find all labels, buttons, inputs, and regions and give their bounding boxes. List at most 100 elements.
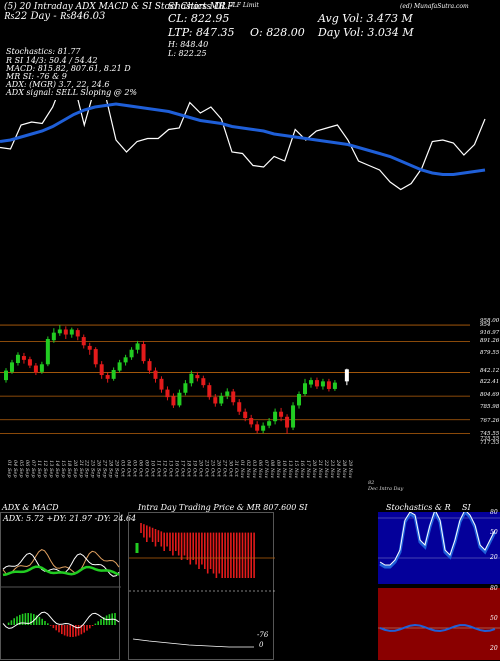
rsi-tick-80: 80 bbox=[490, 585, 498, 592]
candle-body bbox=[243, 411, 248, 419]
price-tick-label: 785.98 bbox=[480, 404, 500, 410]
stoch-panel: 80 50 20 80 50 20 bbox=[378, 509, 500, 660]
date-label: 11 Sep bbox=[36, 460, 42, 478]
candle-body bbox=[27, 359, 32, 366]
indicator-mrsi: MR SI: -76 & 9 bbox=[6, 72, 67, 81]
date-label: 20 Nov bbox=[311, 459, 317, 478]
date-label: 29 Nov bbox=[347, 459, 353, 478]
stoch-tick-80: 80 bbox=[490, 509, 498, 516]
intra-mr-line bbox=[132, 638, 254, 648]
price-tick-label: 879.55 bbox=[480, 350, 500, 356]
candle-body bbox=[279, 411, 284, 417]
date-label: 14 Sep bbox=[54, 460, 60, 478]
price-tick-label: 804.69 bbox=[480, 392, 500, 398]
date-label: 23 Oct bbox=[203, 459, 209, 478]
date-label: 31 Oct bbox=[233, 460, 239, 478]
date-label: 05 Oct bbox=[132, 460, 138, 478]
macd-bar bbox=[13, 618, 15, 625]
date-label: 02 Nov bbox=[245, 460, 251, 478]
date-label: 26 Sep bbox=[96, 459, 102, 478]
macd-bar bbox=[44, 620, 46, 625]
date-label: 01 Nov bbox=[239, 460, 245, 478]
macd-bar bbox=[72, 625, 74, 637]
candle-body bbox=[45, 338, 50, 365]
rsi-tick-50: 50 bbox=[490, 615, 498, 622]
candle-body bbox=[255, 424, 260, 431]
candle-body bbox=[171, 396, 176, 406]
candle-body bbox=[123, 357, 128, 363]
macd-bar bbox=[66, 625, 69, 637]
candle-body bbox=[213, 397, 218, 404]
date-label: 16 Oct bbox=[173, 460, 179, 478]
macd-bar bbox=[47, 623, 49, 625]
date-label: 22 Sep bbox=[84, 459, 90, 478]
date-label: 10 Nov bbox=[281, 460, 287, 478]
candle-body bbox=[15, 354, 20, 364]
date-label: 15 Nov bbox=[293, 460, 299, 478]
adx-macd-plot bbox=[1, 549, 121, 637]
candle-body bbox=[314, 380, 319, 387]
price-tick-label: 842.12 bbox=[480, 368, 500, 374]
macd-bar bbox=[114, 613, 116, 625]
top-series-1 bbox=[0, 102, 486, 176]
macd-bar bbox=[63, 625, 66, 636]
date-label: 17 Oct bbox=[179, 460, 185, 478]
macd-bar bbox=[69, 625, 71, 637]
candle-body bbox=[4, 370, 8, 381]
candle-body bbox=[87, 345, 92, 350]
rsi-background bbox=[378, 588, 500, 660]
macd-bar bbox=[52, 625, 55, 629]
top-line-chart bbox=[0, 100, 486, 191]
date-label: 27 Oct bbox=[221, 459, 227, 478]
candle-body bbox=[189, 373, 194, 384]
candle-body bbox=[219, 395, 224, 404]
macd-bar bbox=[61, 625, 63, 635]
header-price-range: ₨22 Day - ₨846.03 bbox=[4, 11, 106, 22]
price-tick-label: 745.55 bbox=[480, 431, 500, 437]
indicator-adx-signal: ADX signal: SELL Sloping @ 2% bbox=[6, 88, 138, 97]
stoch-tick-20: 20 bbox=[490, 554, 498, 561]
candle-body bbox=[291, 405, 296, 428]
stoch-tick-50: 50 bbox=[490, 529, 498, 536]
adx-panel: ADX: 5.72 +DY: 21.97 -DY: 24.64 bbox=[0, 512, 136, 660]
date-label: 09 Nov bbox=[275, 460, 281, 478]
date-label: 06 Sep bbox=[24, 460, 30, 478]
date-label: 25 Oct bbox=[209, 459, 215, 478]
candle-body bbox=[105, 375, 110, 379]
date-label: 20 Oct bbox=[197, 459, 203, 478]
candle-body bbox=[135, 343, 140, 350]
adx-orange-line bbox=[2, 549, 120, 575]
macd-bar bbox=[7, 622, 10, 625]
avg-volume: Avg Vol: 3.473 M bbox=[318, 12, 413, 25]
macd-bar bbox=[86, 625, 88, 631]
indicator-macd: MACD: 815.82, 807.61, 8.21 D bbox=[6, 64, 131, 73]
price-tick-label: 916.97 bbox=[480, 330, 500, 336]
candle-body bbox=[326, 381, 331, 389]
price-tick-label: 717.53 bbox=[480, 440, 500, 446]
macd-bar bbox=[58, 625, 60, 633]
macd-bar bbox=[91, 625, 94, 626]
low-price: L: 822.25 bbox=[168, 49, 207, 58]
price-tick-label: 767.26 bbox=[480, 418, 500, 424]
bottom-note: 82 bbox=[368, 480, 375, 486]
adx-green-line bbox=[2, 565, 120, 577]
close-price: CL: 822.95 bbox=[168, 12, 230, 25]
candle-body bbox=[57, 329, 62, 334]
date-label: 17 Nov bbox=[305, 460, 311, 478]
date-label: 06 Oct bbox=[138, 460, 144, 478]
date-label: 15 Sep bbox=[60, 460, 66, 478]
date-label: 26 Oct bbox=[215, 459, 221, 478]
candle-body bbox=[81, 337, 86, 346]
price-tick-label: 822.41 bbox=[480, 379, 499, 385]
candle-body bbox=[129, 349, 134, 358]
candle-body bbox=[231, 391, 236, 403]
date-label: 13 Oct bbox=[167, 460, 173, 478]
candle-body bbox=[117, 362, 122, 371]
intraday-plot bbox=[129, 523, 275, 648]
macd-bar bbox=[100, 619, 102, 625]
date-label: 21 Sep bbox=[78, 459, 84, 478]
macd-bar bbox=[55, 625, 57, 631]
date-label: 29 Sep bbox=[114, 459, 120, 478]
candle-body bbox=[39, 364, 44, 372]
